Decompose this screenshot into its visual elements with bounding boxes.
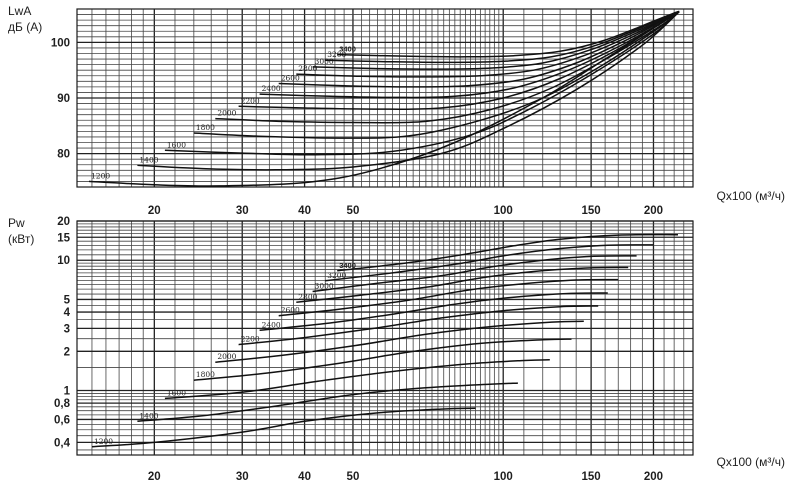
series-line-2200 (238, 305, 599, 346)
power-consumption-chart: 20 15 10 54 3 2 10,8 0,6 0,4 20 30 40 50 100 150 200 Qx1… (8, 216, 785, 482)
series-label-3000: 3000 (315, 57, 334, 66)
y-tick-label: 3 (64, 323, 70, 335)
x-tick-label: 200 (644, 205, 663, 217)
series-label-2800: 2800 (298, 64, 317, 73)
y-tick-label: 2 (64, 346, 70, 358)
series-label-2600: 2600 (281, 306, 300, 315)
series-label-2600: 2600 (281, 74, 300, 83)
series-label-1800: 1800 (196, 123, 215, 132)
series-line-2400 (259, 11, 680, 99)
series-line-2800 (296, 266, 629, 304)
y-tick-label: 5 (64, 294, 71, 306)
y-axis-label: Pw (кВт) (8, 216, 34, 246)
x-axis-label: Qx100 (м³/ч) (716, 189, 785, 203)
series-label-1600: 1600 (167, 388, 186, 397)
series-line-2600 (278, 278, 619, 317)
series-label-3400: 3400 (339, 261, 356, 270)
x-tick-label: 30 (236, 471, 249, 482)
series-line-2400 (259, 292, 608, 332)
x-tick-label: 20 (148, 471, 161, 482)
series-label-1600: 1600 (167, 140, 186, 149)
x-tick-label: 50 (347, 205, 360, 217)
x-tick-label: 150 (582, 205, 601, 217)
plot-frame (76, 8, 694, 188)
series-label-2000: 2000 (217, 109, 236, 118)
x-tick-label: 30 (236, 205, 249, 217)
x-tick-label: 20 (148, 205, 161, 217)
y-tick-label: 0,6 (54, 414, 70, 426)
series-label-2200: 2200 (241, 96, 260, 105)
y-tick-label: 100 (51, 37, 70, 49)
series-label-1400: 1400 (139, 411, 158, 420)
y-tick-label: 1 (64, 386, 71, 398)
series-line-2000 (215, 11, 680, 124)
x-tick-label: 150 (582, 471, 601, 482)
series-label-2200: 2200 (241, 335, 260, 344)
y-tick-label: 15 (57, 232, 70, 244)
sound-power-chart: 80 90 100 20 30 40 50 100 150 200 Qx100 (м³/ч) LwA д… (8, 4, 785, 217)
series-line-3000 (312, 255, 637, 293)
series-line-2600 (278, 11, 680, 88)
series-label-3200: 3200 (327, 271, 346, 280)
series-label-1200: 1200 (91, 171, 110, 180)
x-tick-label: 50 (347, 471, 360, 482)
series-line-3200 (325, 244, 654, 282)
series-line-1800 (193, 11, 680, 139)
y-tick-label: 0,8 (54, 398, 71, 410)
x-tick-label: 40 (298, 205, 311, 217)
x-tick-label: 200 (644, 471, 663, 482)
series-line-1400 (137, 11, 680, 171)
series-line-2000 (215, 320, 584, 363)
series-line-1600 (164, 359, 550, 400)
y-tick-label: 90 (57, 93, 70, 105)
series-label-1400: 1400 (139, 155, 158, 164)
plot-frame (76, 220, 694, 456)
series-line-1400 (137, 382, 518, 423)
x-tick-label: 100 (494, 471, 513, 482)
series-label-1800: 1800 (196, 370, 215, 379)
series-label-3200: 3200 (327, 50, 346, 59)
x-axis-label: Qx100 (м³/ч) (716, 455, 785, 469)
series-line-3400 (337, 10, 680, 58)
series-line-1200 (91, 407, 476, 448)
series-label-3000: 3000 (315, 282, 334, 291)
y-tick-label: 80 (57, 149, 70, 161)
y-tick-label: 10 (57, 255, 70, 267)
series-label-2400: 2400 (262, 320, 281, 329)
series-label-2000: 2000 (217, 352, 236, 361)
series-label-2400: 2400 (262, 84, 281, 93)
y-tick-label: 20 (57, 216, 70, 228)
x-tick-label: 40 (298, 471, 311, 482)
series-line-3000 (312, 11, 680, 70)
y-tick-label: 0,4 (54, 437, 71, 449)
series-label-1200: 1200 (94, 437, 113, 446)
y-tick-label: 4 (64, 307, 71, 319)
series-label-2800: 2800 (298, 292, 317, 301)
series-line-3400 (337, 233, 679, 272)
series-line-1600 (164, 11, 680, 156)
series-label-3400: 3400 (339, 45, 356, 54)
x-tick-label: 100 (494, 205, 513, 217)
y-axis-label: LwA дБ (А) (8, 4, 42, 34)
series-line-1800 (193, 338, 572, 381)
